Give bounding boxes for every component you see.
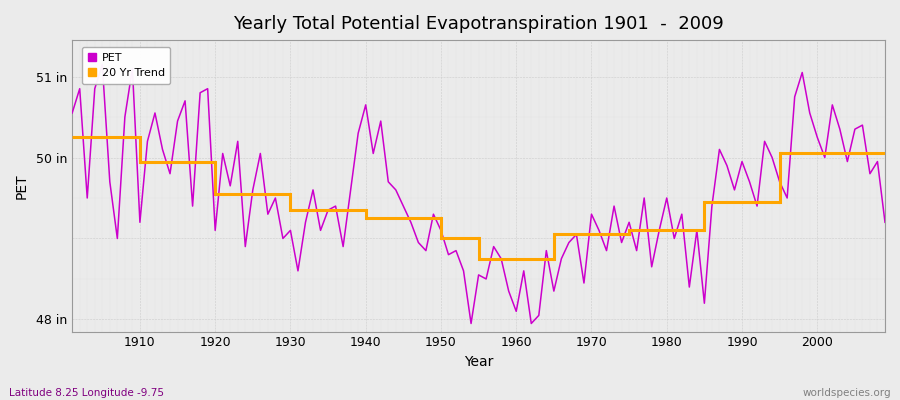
PET	[134, 220, 145, 225]
Line: PET: PET	[72, 64, 885, 324]
Title: Yearly Total Potential Evapotranspiration 1901  -  2009: Yearly Total Potential Evapotranspiratio…	[233, 15, 724, 33]
PET	[616, 240, 627, 245]
PET	[518, 268, 529, 273]
Text: worldspecies.org: worldspecies.org	[803, 388, 891, 398]
X-axis label: Year: Year	[464, 355, 493, 369]
Text: Latitude 8.25 Longitude -9.75: Latitude 8.25 Longitude -9.75	[9, 388, 164, 398]
PET	[346, 188, 356, 192]
PET	[879, 220, 890, 225]
PET	[67, 110, 77, 115]
PET	[526, 321, 536, 326]
PET	[300, 220, 310, 225]
Legend: PET, 20 Yr Trend: PET, 20 Yr Trend	[82, 47, 170, 84]
PET	[465, 321, 476, 326]
Y-axis label: PET: PET	[15, 173, 29, 199]
PET	[97, 62, 108, 67]
